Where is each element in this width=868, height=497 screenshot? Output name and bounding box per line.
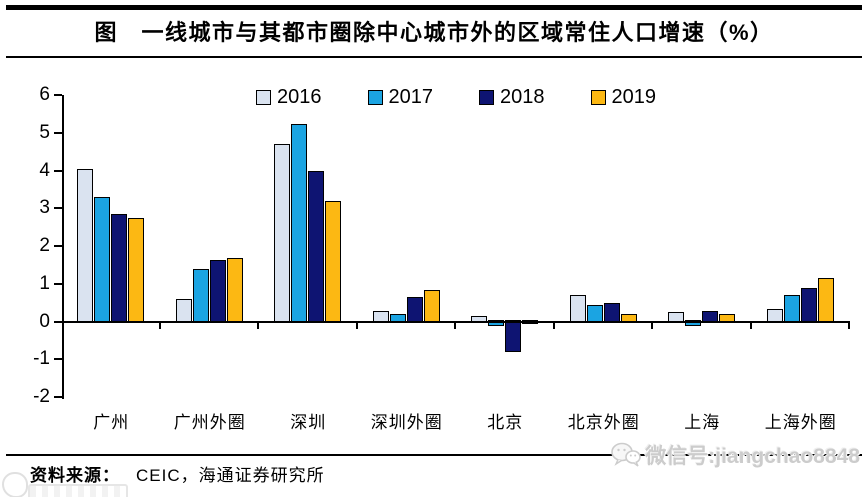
x-axis-tick (848, 322, 850, 329)
legend-swatch-2017 (367, 90, 383, 105)
y-axis-tick (54, 396, 62, 398)
y-axis-tick (54, 245, 62, 247)
x-axis-line (62, 320, 850, 323)
chart-legend: 2016 2017 2018 2019 (62, 86, 850, 109)
bar-2018-北京 (505, 320, 522, 353)
bar-2019-广州外圈 (226, 257, 243, 322)
x-label-上海: 上海 (684, 413, 721, 432)
source-line: 资料来源： CEIC，海通证券研究所 (30, 461, 325, 486)
x-label-上海外圈: 上海外圈 (764, 413, 837, 432)
legend-label-2016: 2016 (277, 86, 322, 108)
bar-2019-上海外圈 (817, 278, 834, 322)
legend-swatch-2019 (590, 90, 606, 105)
y-axis-tick (54, 358, 62, 361)
source-text: CEIC，海通证券研究所 (136, 466, 325, 485)
y-tick-label: 3 (39, 197, 50, 219)
x-axis-tick (158, 322, 161, 329)
bar-2017-广州外圈 (192, 269, 209, 322)
legend-swatch-2016 (256, 90, 271, 105)
bar-2018-广州外圈 (209, 259, 226, 322)
top-divider (6, 5, 862, 10)
bar-2019-深圳外圈 (423, 289, 440, 322)
x-axis-tick (651, 322, 653, 329)
bar-2018-上海外圈 (800, 287, 817, 322)
bar-2019-广州 (128, 218, 145, 322)
bar-2016-北京外圈 (569, 295, 586, 322)
y-axis-line (62, 95, 64, 399)
bar-2016-广州 (77, 169, 94, 322)
y-axis-tick (54, 94, 62, 96)
y-axis-tick (54, 207, 62, 210)
y-tick-label: 2 (39, 235, 50, 256)
x-axis-tick (749, 322, 752, 329)
y-tick-label: 1 (39, 272, 50, 294)
x-label-广州: 广州 (93, 413, 130, 432)
x-label-深圳: 深圳 (290, 413, 327, 432)
bar-2017-广州 (94, 197, 111, 322)
x-axis-tick (552, 322, 555, 329)
title-divider (6, 56, 862, 58)
legend-item-2019: 2019 (590, 86, 657, 109)
bar-2018-深圳 (308, 170, 325, 322)
bar-2018-北京外圈 (603, 303, 620, 322)
source-label: 资料来源： (30, 466, 120, 485)
bar-2017-北京外圈 (586, 304, 603, 322)
plot-area: 6 5 4 3 2 1 0 -1 -2 广州 广州外圈 深圳 深圳外圈 北京 北京外圈 上海 上海外圈 (33, 84, 850, 432)
x-label-北京外圈: 北京外圈 (567, 413, 640, 432)
y-tick-label: -2 (33, 386, 50, 407)
legend-item-2016: 2016 (256, 86, 322, 109)
x-label-深圳外圈: 深圳外圈 (370, 413, 443, 432)
y-axis-tick (54, 320, 62, 323)
y-axis-tick (54, 131, 62, 134)
y-tick-label: 0 (39, 310, 50, 332)
y-axis-tick (54, 282, 62, 285)
y-tick-label: 6 (39, 84, 50, 105)
legend-item-2017: 2017 (367, 86, 434, 109)
x-axis-tick (355, 322, 358, 329)
legend-item-2018: 2018 (479, 86, 545, 109)
legend-label-2019: 2019 (611, 86, 657, 108)
x-label-广州外圈: 广州外圈 (173, 413, 246, 432)
bar-2019-深圳 (325, 201, 342, 322)
y-axis-tick (54, 169, 62, 172)
x-label-北京: 北京 (487, 413, 524, 432)
y-tick-label: 4 (39, 159, 50, 181)
y-tick-label: -1 (33, 348, 50, 370)
bottom-divider (6, 454, 862, 456)
legend-label-2017: 2017 (388, 86, 434, 108)
watermark-fragment-logo (2, 472, 28, 497)
bar-2018-深圳外圈 (406, 297, 423, 322)
bar-2017-上海外圈 (783, 295, 800, 322)
y-tick-label: 5 (39, 121, 50, 143)
x-axis-tick (454, 322, 456, 329)
chart-title: 图 一线城市与其都市圈除中心城市外的区域常住人口增速（%） (94, 20, 774, 45)
x-axis-tick (257, 322, 259, 329)
legend-label-2018: 2018 (500, 86, 545, 108)
bar-2016-深圳 (274, 144, 291, 322)
bar-2017-深圳 (291, 123, 308, 322)
bar-2017-上海 (685, 320, 702, 326)
bar-2017-北京 (488, 320, 505, 326)
bar-2016-广州外圈 (175, 299, 192, 322)
bar-2018-广州 (111, 214, 128, 322)
legend-swatch-2018 (479, 90, 494, 105)
